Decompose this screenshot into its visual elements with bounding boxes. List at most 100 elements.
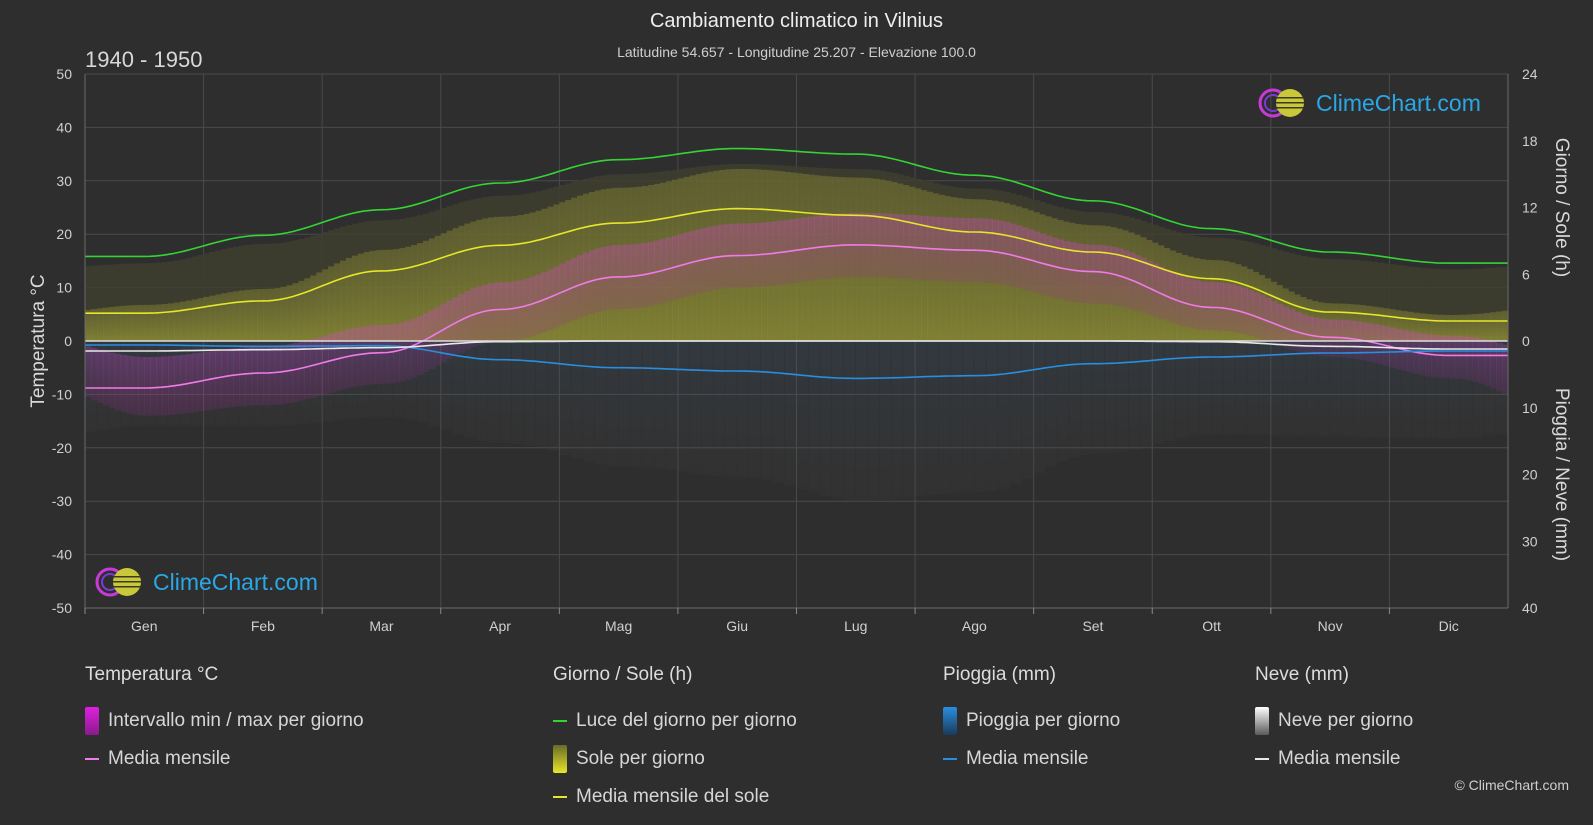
legend-item: Sole per giorno bbox=[553, 740, 797, 778]
precip-bar bbox=[1128, 341, 1140, 450]
sun-bar bbox=[511, 215, 519, 341]
temp-range-bar bbox=[559, 263, 566, 325]
daylight-bar bbox=[1424, 268, 1432, 341]
sun-bar bbox=[500, 216, 507, 341]
climate-chart: 50 40 30 20 10 0 -10 -20 -30 -40 -50 24 18 12 6 0 10 20 30… bbox=[28, 66, 1572, 634]
daylight-bar bbox=[1377, 262, 1385, 341]
precip-bar bbox=[1199, 341, 1212, 435]
right-top-tick-label: 24 bbox=[1522, 66, 1538, 82]
left-tick-label: 20 bbox=[56, 226, 72, 242]
precip-bar bbox=[1318, 341, 1330, 437]
rain-mean-line bbox=[85, 344, 1508, 380]
legend-label: Media mensile bbox=[1278, 748, 1401, 769]
precip-bar bbox=[1009, 341, 1022, 485]
temp-range-bar bbox=[1063, 240, 1070, 301]
precip-bar bbox=[322, 341, 334, 422]
sun-bar bbox=[1413, 312, 1420, 341]
sun-bar bbox=[405, 246, 412, 341]
daylight-bar bbox=[1365, 261, 1373, 341]
daylight-bar bbox=[1330, 259, 1337, 341]
sun-bar bbox=[203, 296, 211, 341]
sun-mean-swatch bbox=[553, 796, 567, 798]
precip-bar bbox=[737, 341, 749, 478]
daylight-bar bbox=[1490, 267, 1497, 341]
precip-bar bbox=[251, 341, 263, 426]
sun-bar bbox=[375, 250, 383, 341]
daylight-bar bbox=[1407, 266, 1414, 341]
daylight-bar bbox=[1413, 267, 1420, 341]
sun-bar bbox=[90, 309, 98, 341]
chart-subtitle: Latitudine 54.657 - Longitudine 25.207 -… bbox=[617, 44, 976, 60]
legend-sun-title: Giorno / Sole (h) bbox=[553, 664, 693, 685]
sun-bar bbox=[126, 305, 134, 341]
precip-bar bbox=[1282, 341, 1295, 436]
precip-bar bbox=[393, 341, 405, 418]
month-label: Gen bbox=[131, 618, 157, 634]
logo-bottom[interactable]: ClimeChart.com bbox=[95, 566, 318, 598]
precip-bar bbox=[998, 341, 1010, 489]
precip-bar bbox=[903, 341, 915, 498]
sun-bar bbox=[422, 240, 430, 341]
sun-bar bbox=[274, 287, 282, 341]
right-bottom-tick-label: 40 bbox=[1522, 600, 1538, 616]
daylight-bar bbox=[102, 264, 110, 341]
right-top-tick-label: 0 bbox=[1522, 333, 1530, 349]
legend-item: Luce del giorno per giorno bbox=[553, 702, 797, 740]
sun-bar bbox=[162, 303, 169, 341]
precip-bar bbox=[144, 341, 156, 426]
precip-bar bbox=[239, 341, 251, 426]
temp-mean-swatch bbox=[85, 758, 99, 760]
legend-label: Media mensile bbox=[108, 748, 231, 769]
month-label: Giu bbox=[726, 618, 748, 634]
sun-bar bbox=[393, 249, 400, 341]
temp-range-bar bbox=[1057, 239, 1064, 300]
precip-bar bbox=[796, 341, 808, 489]
sun-bar bbox=[132, 305, 139, 341]
temp-range-bar bbox=[446, 300, 454, 360]
precip-bar bbox=[1187, 341, 1200, 437]
temp-range-bar bbox=[1170, 272, 1177, 324]
copyright: © ClimeChart.com bbox=[1454, 777, 1569, 793]
right-top-tick-label: 6 bbox=[1522, 266, 1530, 282]
logo-text: ClimeChart.com bbox=[153, 568, 318, 595]
precip-bar bbox=[1436, 341, 1449, 439]
sun-bar bbox=[96, 308, 104, 341]
temp-range-bar bbox=[434, 306, 442, 366]
sun-bar bbox=[369, 250, 377, 341]
sun-bar bbox=[464, 223, 471, 341]
daylight-bar bbox=[156, 262, 163, 341]
temp-range-bar bbox=[1211, 282, 1219, 331]
sun-bar bbox=[1478, 313, 1485, 341]
sun-bar bbox=[1490, 312, 1497, 341]
sun-bar bbox=[102, 307, 110, 341]
sun-bar bbox=[1466, 314, 1474, 341]
daylight-bar bbox=[108, 264, 116, 341]
legend-sun: Giorno / Sole (h) Luce del giorno per gi… bbox=[553, 664, 797, 816]
temp-range-bar bbox=[482, 284, 489, 344]
precip-bar bbox=[464, 341, 476, 438]
temp-range-bar bbox=[1282, 306, 1290, 348]
temp-range-bar bbox=[1205, 282, 1213, 331]
precip-bar bbox=[689, 341, 702, 474]
precip-bar bbox=[583, 341, 595, 462]
temp-range-bar bbox=[577, 255, 584, 318]
sun-bar bbox=[1395, 310, 1402, 341]
sun-bar bbox=[517, 215, 525, 341]
precip-bar bbox=[286, 341, 298, 426]
daylight-bar bbox=[132, 263, 139, 341]
precip-bar bbox=[298, 341, 310, 425]
temp-range-bar bbox=[1122, 250, 1130, 308]
precip-bar bbox=[559, 341, 571, 455]
temp-range-bar bbox=[1264, 298, 1272, 342]
precip-bar bbox=[1496, 341, 1508, 435]
month-label: Feb bbox=[251, 618, 275, 634]
sun-bar bbox=[488, 217, 495, 341]
temp-range-bar bbox=[1069, 242, 1076, 302]
logo-top[interactable]: ClimeChart.com bbox=[1258, 87, 1481, 119]
daylight-bar bbox=[1496, 267, 1503, 341]
daylight-bar bbox=[1353, 260, 1361, 341]
legend-label: Pioggia per giorno bbox=[966, 710, 1121, 731]
sun-bar bbox=[138, 304, 145, 341]
daylight-bar bbox=[197, 255, 205, 341]
precip-bar bbox=[1484, 341, 1496, 437]
